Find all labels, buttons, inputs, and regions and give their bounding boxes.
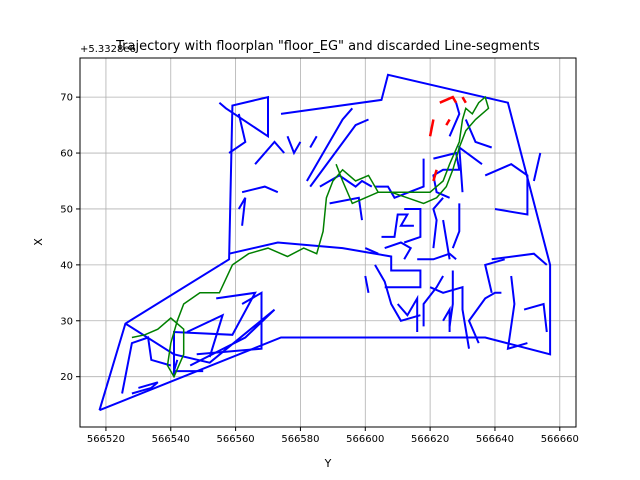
x-tick-label: 566520 [87, 434, 125, 445]
floorplan-segment [99, 73, 552, 412]
discarded-series [428, 95, 467, 182]
floorplan-segment [381, 213, 414, 238]
y-tick-label: 40 [60, 260, 73, 271]
x-tick-label: 566580 [281, 434, 319, 445]
y-tick-label: 60 [60, 149, 73, 160]
floorplan-segment [121, 336, 172, 394]
floorplan-segment [484, 258, 505, 294]
floorplan-segment [429, 285, 470, 349]
x-tick-label: 566540 [152, 434, 190, 445]
grid [80, 58, 576, 427]
floorplan-segment [451, 203, 461, 249]
floorplan-segment [523, 302, 548, 333]
x-tick-label: 566600 [346, 434, 384, 445]
floorplan-segment [432, 197, 444, 249]
floorplan-segment [417, 252, 457, 261]
floorplan-segment [422, 275, 444, 327]
floorplan-segment [396, 294, 419, 332]
y-tick-label: 30 [60, 316, 73, 327]
floorplan-segment [309, 118, 369, 188]
y-tick-label: 70 [60, 93, 73, 104]
x-axis: 566520 566540 566560 566580 566600 566620 5666… [87, 427, 579, 445]
floorplan-segment [448, 102, 461, 137]
x-tick-label: 566560 [217, 434, 255, 445]
floorplan-segment [286, 135, 302, 156]
floorplan-segment [228, 113, 247, 154]
floorplan-segment [484, 163, 529, 216]
floorplan-series [98, 73, 552, 412]
floorplan-segment [254, 140, 285, 165]
floorplan-segment [309, 135, 318, 149]
floorplan-segment [241, 185, 279, 194]
x-axis-label: Y [324, 457, 332, 470]
floorplan-segment [306, 107, 354, 182]
floorplan-segment [491, 252, 548, 266]
floorplan-segment [442, 305, 451, 332]
discarded-segment [445, 118, 451, 126]
floorplan-segment [403, 208, 422, 244]
plot-area [98, 73, 552, 412]
floorplan-segment [131, 381, 159, 395]
discarded-segment [428, 119, 435, 137]
discarded-segment [432, 169, 438, 182]
floorplan-segment [98, 95, 269, 411]
y-axis-label: X [32, 238, 45, 246]
y-offset-label: +5.3328e6 [80, 44, 136, 55]
floorplan-segment [186, 313, 225, 358]
floorplan-segment [196, 291, 263, 356]
floorplan-segment [506, 275, 528, 351]
floorplan-segment [364, 275, 370, 293]
x-tick-label: 566640 [476, 434, 514, 445]
floorplan-segment [375, 158, 425, 200]
floorplan-segment [124, 308, 276, 367]
x-tick-label: 566660 [541, 434, 579, 445]
floorplan-segment [364, 247, 379, 255]
floorplan-segment [384, 241, 413, 260]
floorplan-segment [329, 196, 363, 221]
y-tick-label: 50 [60, 204, 73, 215]
floorplan-segment [228, 241, 422, 289]
trajectory-series [131, 95, 490, 379]
floorplan-segment [432, 151, 461, 199]
floorplan-segment [237, 197, 247, 226]
chart-title: Trajectory with floorplan "floor_EG" and… [115, 39, 540, 54]
floorplan-segment [532, 152, 542, 182]
floorplan-segment [172, 359, 204, 373]
y-tick-label: 20 [60, 372, 73, 383]
discarded-segment [439, 95, 458, 104]
trajectory-line [131, 95, 490, 379]
floorplan-segment [173, 291, 257, 377]
discarded-segment [461, 96, 467, 104]
floorplan-segment [374, 264, 421, 322]
floorplan-segment [319, 174, 373, 188]
floorplan-segment [467, 291, 502, 344]
floorplan-segment [442, 219, 451, 260]
y-axis: 20 30 40 50 60 70 [60, 93, 80, 383]
plot-frame [79, 57, 577, 428]
x-tick-label: 566620 [411, 434, 449, 445]
floorplan-segment [448, 270, 454, 327]
